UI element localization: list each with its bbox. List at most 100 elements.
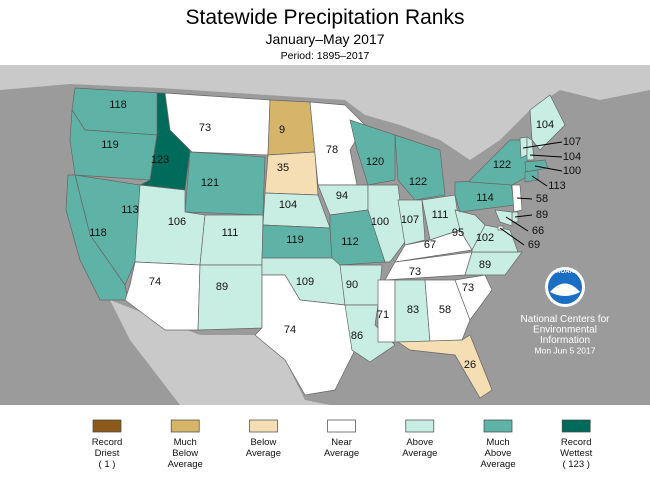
rank-label: 112	[341, 236, 359, 248]
legend-label: Wettest	[560, 448, 592, 459]
rank-label: 119	[286, 234, 304, 246]
rank-label: 69	[528, 239, 540, 251]
state	[254, 274, 361, 396]
rank-label: 74	[284, 324, 296, 336]
rank-label: 121	[201, 177, 219, 189]
leader-line	[516, 197, 533, 200]
rank-label: 95	[452, 227, 464, 239]
state	[529, 94, 566, 151]
credit-line: Mon Jun 5 2017	[535, 346, 596, 356]
leader-line	[529, 154, 563, 158]
legend-label: Driest	[95, 448, 120, 459]
legend-label: Average	[402, 448, 437, 459]
map-title: Statewide Precipitation Ranks	[186, 6, 465, 29]
credit-line: National Centers for	[521, 314, 611, 325]
state	[424, 279, 471, 343]
legend-label: Above	[485, 448, 512, 459]
rank-label: 89	[216, 281, 228, 293]
legend-label: Average	[246, 448, 281, 459]
logo-text: NOAA	[556, 269, 574, 275]
map-subtitle: January–May 2017	[265, 31, 384, 47]
state	[454, 274, 493, 321]
state	[267, 99, 316, 156]
state	[199, 214, 264, 266]
rank-label: 66	[532, 225, 544, 237]
legend-label: Above	[406, 437, 433, 448]
rank-label: 58	[536, 193, 548, 205]
legend-swatch	[327, 419, 356, 433]
rank-label: 26	[464, 359, 476, 371]
rank-label: 89	[479, 259, 491, 271]
legend-label: Much	[174, 437, 197, 448]
rank-label: 9	[279, 124, 285, 136]
rank-label: 113	[548, 180, 566, 192]
state	[394, 134, 446, 201]
rank-label: 109	[296, 276, 314, 288]
rank-label: 107	[401, 214, 419, 226]
legend-swatch	[92, 419, 122, 433]
rank-label: 106	[168, 216, 186, 228]
rank-label: 90	[346, 279, 358, 291]
state	[367, 184, 406, 263]
legend-swatch	[405, 419, 435, 433]
legend-swatch	[561, 419, 591, 433]
period: Period: 1895–2017	[281, 50, 370, 62]
rank-label: 111	[222, 227, 239, 239]
rank-label: 120	[366, 156, 384, 168]
rank-label: 35	[277, 162, 289, 174]
rank-label: 71	[377, 309, 389, 321]
credit-line: Information	[540, 335, 590, 346]
leader-line	[499, 227, 525, 246]
rank-label: 89	[536, 209, 548, 221]
state	[184, 151, 266, 216]
rank-label: 73	[462, 282, 474, 294]
rank-label: 78	[326, 144, 338, 156]
state	[396, 334, 493, 399]
rank-label: 73	[409, 266, 421, 278]
canada	[0, 65, 650, 160]
state	[524, 169, 539, 183]
rank-label: 118	[109, 99, 127, 111]
leader-line	[514, 214, 533, 218]
rank-label: 113	[121, 204, 139, 216]
legend-label: ( 1 )	[99, 459, 116, 470]
logo-bird	[550, 283, 580, 296]
states: 118 119 123 73 121 113 118 106 111 74 89 9 35 104 119 1…	[65, 87, 581, 399]
rank-label: 94	[336, 190, 348, 202]
legend-label: Average	[480, 459, 515, 470]
state	[164, 92, 271, 156]
rank-label: 100	[371, 216, 389, 228]
legend-label: Much	[486, 437, 509, 448]
state	[526, 136, 535, 161]
state	[454, 209, 486, 251]
legend-label: Below	[172, 448, 198, 459]
rank-label: 122	[493, 159, 511, 171]
rank-label: 118	[89, 227, 107, 239]
legend-swatch	[483, 419, 513, 433]
rank-label: 111	[432, 209, 449, 221]
rank-label: 104	[536, 119, 554, 131]
state	[397, 199, 426, 246]
rank-label: 58	[439, 304, 451, 316]
state	[197, 264, 263, 331]
rank-label: 100	[563, 165, 581, 177]
legend-label: Below	[250, 437, 276, 448]
state	[464, 251, 523, 276]
state	[349, 119, 396, 186]
legend-swatch	[249, 419, 278, 433]
leader-line	[522, 141, 563, 149]
credit: National Centers forEnvironmentalInforma…	[521, 314, 611, 356]
rank-label: 104	[563, 151, 581, 163]
leader-line	[534, 165, 563, 172]
rank-label: 73	[199, 122, 211, 134]
state	[264, 151, 319, 196]
legend-label: Record	[92, 437, 123, 448]
rank-label: 102	[476, 232, 494, 244]
credit-line: Environmental	[533, 325, 597, 336]
rank-label: 86	[351, 330, 363, 342]
rank-label: 74	[149, 276, 161, 288]
legend-label: Record	[561, 437, 592, 448]
legend-label: Average	[168, 459, 203, 470]
